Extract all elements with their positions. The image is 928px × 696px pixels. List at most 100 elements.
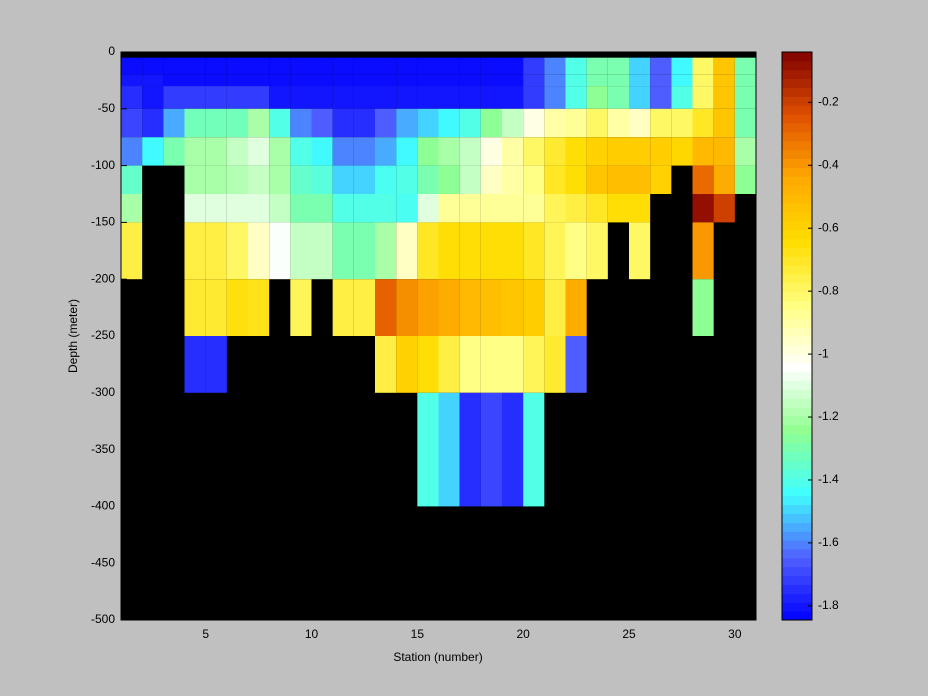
- x-tick-label: 25: [622, 627, 636, 641]
- heatmap-cell: [417, 222, 439, 280]
- heatmap-cell: [459, 137, 481, 166]
- heatmap-cell: [226, 222, 248, 280]
- heatmap-cell: [226, 165, 248, 194]
- heatmap-cell: [396, 194, 418, 223]
- colorbar-tick-label: -0.8: [818, 283, 839, 297]
- colorbar-swatch: [782, 220, 812, 230]
- heatmap-cell: [586, 137, 608, 166]
- heatmap-cell: [375, 137, 397, 166]
- heatmap-cell: [502, 222, 524, 280]
- heatmap-cell: [459, 165, 481, 194]
- heatmap-cell: [523, 57, 545, 75]
- heatmap-cell: [226, 108, 248, 138]
- heatmap-cell: [226, 194, 248, 223]
- colorbar-swatch: [782, 442, 812, 452]
- heatmap-cell: [629, 165, 651, 194]
- colorbar-swatch: [782, 149, 812, 159]
- heatmap-cell: [629, 222, 651, 280]
- colorbar-swatch: [782, 407, 812, 417]
- heatmap-cell: [629, 108, 651, 138]
- heatmap-cell: [480, 108, 502, 138]
- heatmap-cell: [248, 165, 270, 194]
- heatmap-cell: [607, 194, 629, 223]
- heatmap-cell: [544, 86, 566, 109]
- heatmap-cell: [184, 336, 206, 393]
- heatmap-cell: [353, 108, 375, 138]
- heatmap-cell: [184, 222, 206, 280]
- colorbar-swatch: [782, 380, 812, 390]
- heatmap-cell: [713, 137, 735, 166]
- heatmap-cell: [438, 86, 460, 109]
- y-tick-label: -150: [91, 215, 115, 229]
- colorbar-swatch: [782, 469, 812, 479]
- heatmap-cell: [226, 57, 248, 75]
- colorbar-swatch: [782, 247, 812, 257]
- heatmap-cell: [290, 279, 312, 336]
- heatmap-cell: [396, 137, 418, 166]
- colorbar-swatch: [782, 52, 812, 62]
- heatmap-cell: [205, 74, 227, 87]
- colorbar-swatch: [782, 460, 812, 470]
- heatmap-cell: [692, 222, 714, 280]
- y-tick-label: -300: [91, 385, 115, 399]
- heatmap-cell: [332, 86, 354, 109]
- heatmap-cell: [544, 194, 566, 223]
- colorbar-swatch: [782, 415, 812, 426]
- heatmap-cell: [417, 194, 439, 223]
- colorbar-swatch: [782, 123, 812, 133]
- heatmap-cell: [544, 137, 566, 166]
- x-axis-label: Station (number): [393, 650, 482, 664]
- heatmap-cell: [332, 279, 354, 336]
- heatmap-cell: [184, 137, 206, 166]
- x-tick-label: 5: [202, 627, 209, 641]
- heatmap-cell: [565, 86, 587, 109]
- heatmap-cell: [565, 74, 587, 87]
- colorbar-tick-label: -0.4: [818, 157, 839, 171]
- heatmap-cell: [502, 86, 524, 109]
- colorbar-frame: [781, 51, 813, 621]
- heatmap-cell: [544, 222, 566, 280]
- heatmap-cell: [375, 194, 397, 223]
- heatmap-cell: [480, 279, 502, 336]
- heatmap-cell: [692, 194, 714, 223]
- y-tick-label: -350: [91, 442, 115, 456]
- heatmap-cell: [671, 108, 693, 138]
- heatmap-cell: [438, 165, 460, 194]
- heatmap-cell: [248, 279, 270, 336]
- heatmap-cell: [671, 57, 693, 75]
- heatmap-cell: [459, 194, 481, 223]
- heatmap-cell: [650, 74, 672, 87]
- heatmap-cell: [205, 108, 227, 138]
- heatmap-cell: [692, 74, 714, 87]
- heatmap-cell: [290, 108, 312, 138]
- heatmap-cell: [607, 57, 629, 75]
- colorbar-swatch: [782, 531, 812, 541]
- heatmap-cell: [184, 194, 206, 223]
- colorbar-swatch: [782, 256, 812, 266]
- heatmap-cell: [311, 74, 333, 87]
- heatmap-cell: [607, 165, 629, 194]
- colorbar-swatch: [782, 87, 812, 97]
- heatmap-cell: [480, 74, 502, 87]
- heatmap-cell: [290, 137, 312, 166]
- heatmap-cell: [396, 336, 418, 393]
- heatmap-cell: [692, 279, 714, 336]
- colorbar-swatch: [782, 69, 812, 80]
- heatmap-cell: [375, 74, 397, 87]
- heatmap-cell: [226, 279, 248, 336]
- heatmap-cell: [205, 165, 227, 194]
- heatmap-cell: [269, 165, 291, 194]
- heatmap-cell: [565, 336, 587, 393]
- heatmap-cell: [290, 74, 312, 87]
- heatmap-cell: [311, 222, 333, 280]
- heatmap-cell: [734, 86, 756, 109]
- colorbar-swatch: [782, 309, 812, 319]
- heatmap-cell: [671, 86, 693, 109]
- heatmap-cell: [523, 74, 545, 87]
- heatmap-cell: [438, 222, 460, 280]
- colorbar-swatch: [782, 229, 812, 239]
- heatmap-cell: [650, 108, 672, 138]
- heatmap-cell: [586, 165, 608, 194]
- colorbar-swatch: [782, 584, 812, 594]
- y-tick-label: -450: [91, 555, 115, 569]
